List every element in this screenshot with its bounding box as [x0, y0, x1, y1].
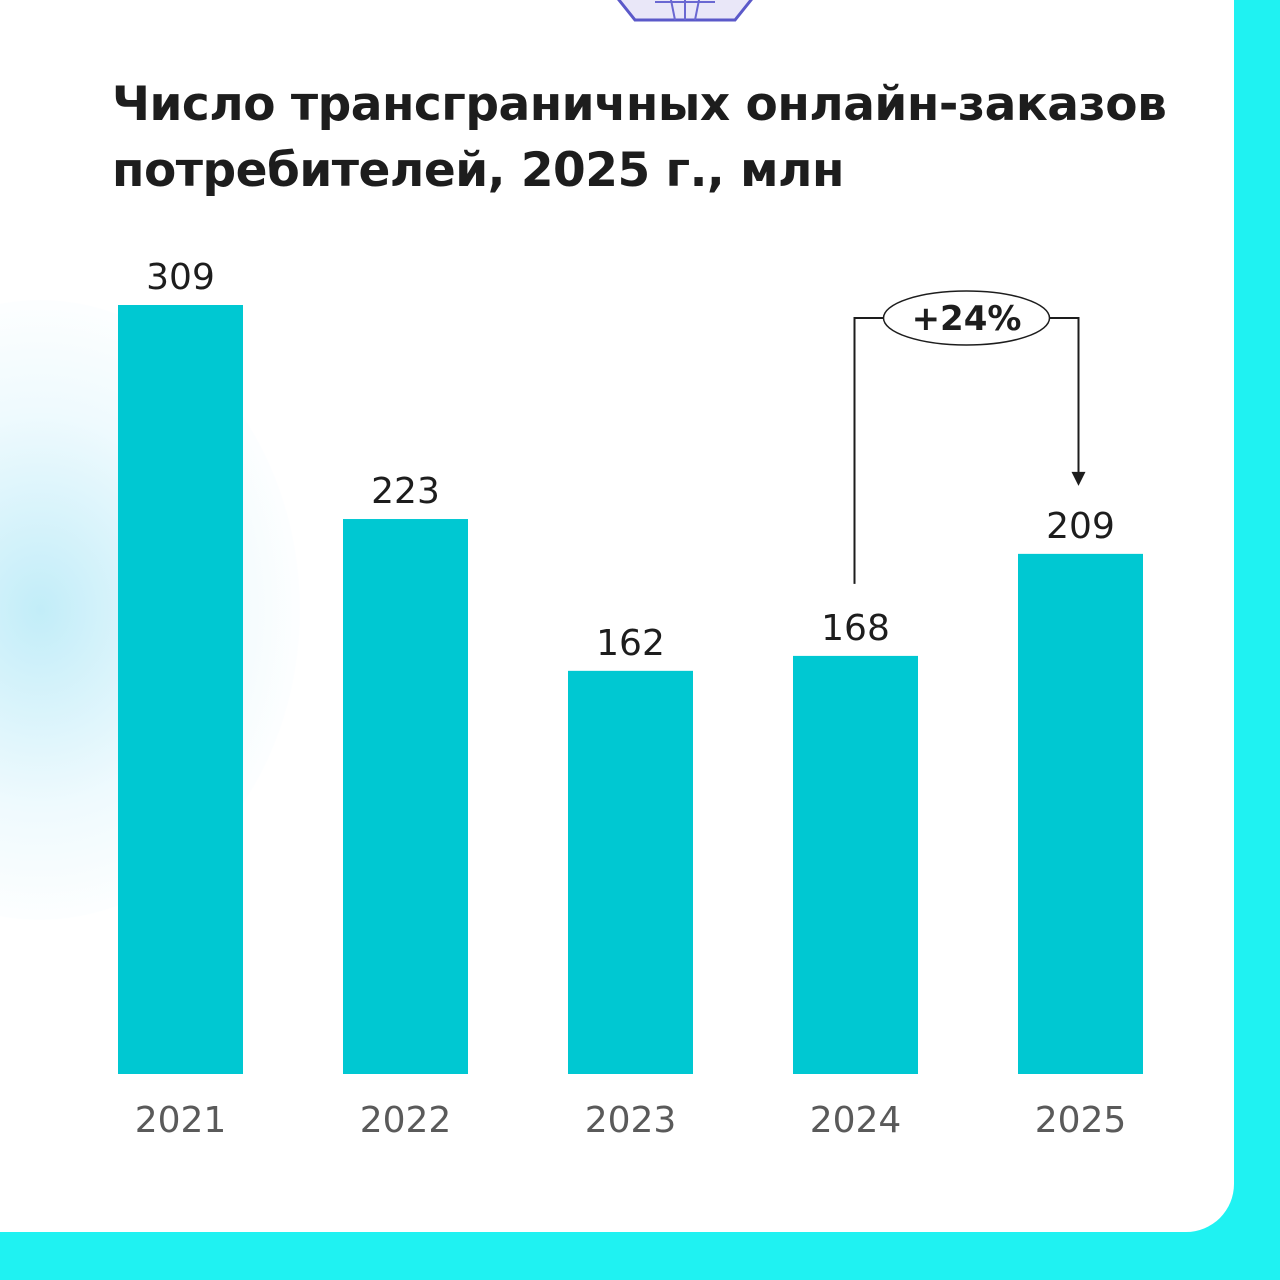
growth-bracket-right [1048, 317, 1080, 474]
chart-card: Число трансграничных онлайн-заказов потр… [0, 0, 1234, 1232]
growth-annotation: +24% [853, 290, 1086, 584]
bar-2025 [1018, 553, 1143, 1074]
growth-label: +24% [912, 299, 1022, 339]
bar-2024 [793, 655, 918, 1074]
bar-chart: 309 2021 223 2022 162 2023 168 2024 209 2025 +24% [118, 257, 1143, 1141]
bar-2022 [343, 519, 468, 1074]
x-tick-label-2021: 2021 [135, 1100, 227, 1141]
growth-bracket-left [853, 317, 885, 584]
x-tick-label-2023: 2023 [585, 1100, 677, 1141]
data-label-2021: 309 [146, 257, 215, 298]
x-tick-label-2022: 2022 [360, 1100, 452, 1141]
bar-2023 [568, 670, 693, 1074]
bar-2021 [118, 305, 243, 1074]
x-tick-label-2025: 2025 [1035, 1100, 1127, 1141]
data-label-2023: 162 [596, 623, 665, 664]
chart-title: Число трансграничных онлайн-заказов потр… [112, 77, 1167, 198]
decorative-top-graphic [617, 0, 753, 22]
growth-arrow-icon [1071, 471, 1086, 486]
data-label-2024: 168 [821, 608, 890, 649]
x-tick-label-2024: 2024 [810, 1100, 902, 1141]
data-label-2022: 223 [371, 471, 440, 512]
growth-badge [882, 290, 1051, 346]
data-label-2025: 209 [1046, 506, 1115, 547]
